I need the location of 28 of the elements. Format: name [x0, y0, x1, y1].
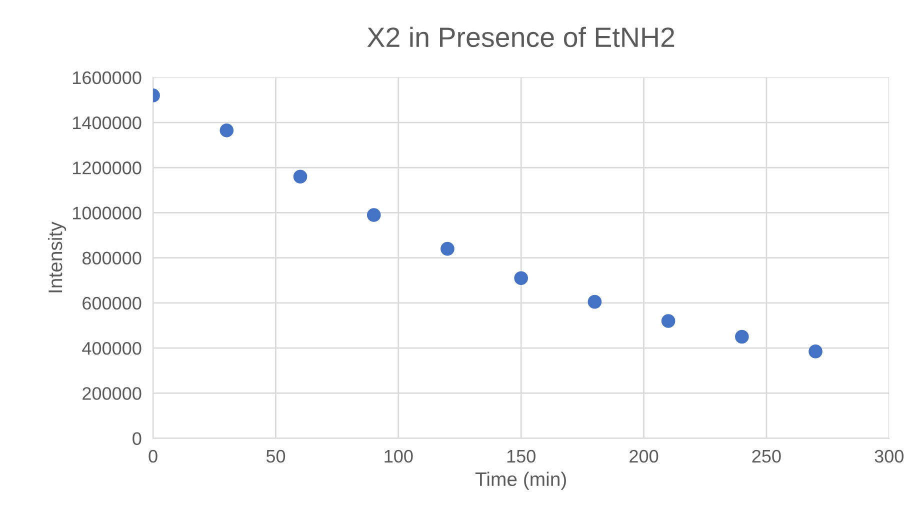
point — [588, 294, 602, 309]
x-tick-label: 200 — [630, 450, 658, 463]
x-tick-label: 50 — [266, 450, 286, 463]
y-tick-label: 400000 — [82, 342, 142, 355]
point — [808, 344, 822, 358]
point — [661, 314, 676, 328]
point — [293, 170, 308, 184]
x-tick-label: 0 — [148, 450, 158, 463]
point — [220, 124, 234, 138]
y-tick-label: 1400000 — [73, 116, 142, 130]
point — [735, 330, 749, 344]
point — [514, 271, 528, 286]
x-axis-title: Time (min) — [475, 472, 566, 490]
y-axis-title: Intensity — [48, 222, 66, 292]
y-tick-label: 1200000 — [73, 162, 142, 174]
y-tick-label: 1000000 — [73, 206, 142, 220]
x-tick-label: 100 — [384, 450, 413, 463]
chart-title: X2 in Presence of EtNH2 — [367, 26, 674, 48]
x-tick-label: 300 — [874, 450, 904, 463]
y-tick-label: 1600000 — [73, 71, 142, 84]
x-tick-label: 250 — [752, 450, 781, 463]
point — [440, 242, 454, 256]
y-tick-label: 800000 — [82, 252, 142, 265]
y-tick-label: 600000 — [82, 296, 142, 310]
point — [366, 208, 381, 222]
y-tick-label: 0 — [132, 432, 142, 445]
x-tick-label: 150 — [507, 450, 536, 463]
y-tick-label: 200000 — [82, 387, 142, 400]
